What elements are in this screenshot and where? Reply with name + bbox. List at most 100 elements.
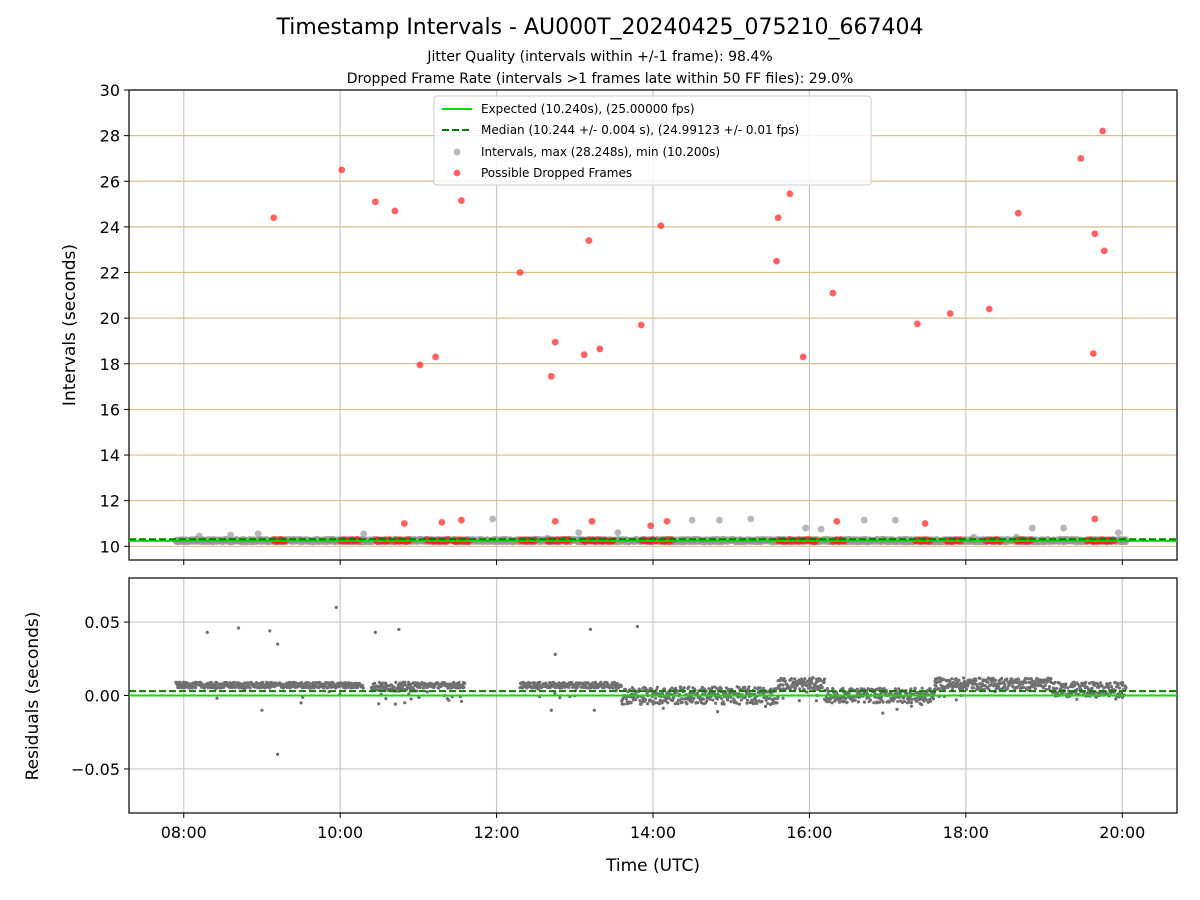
residual-point bbox=[803, 677, 807, 681]
residual-point bbox=[773, 697, 777, 701]
dropped-frame-point bbox=[585, 237, 593, 244]
residual-point bbox=[361, 684, 365, 688]
residual-point bbox=[825, 700, 829, 704]
residual-point bbox=[769, 702, 773, 707]
top-y-tick-label: 30 bbox=[100, 81, 120, 100]
residual-point bbox=[567, 685, 571, 690]
residual-point bbox=[818, 678, 823, 682]
dropped-frame-point bbox=[1091, 515, 1099, 523]
residual-point bbox=[747, 685, 751, 689]
dropped-frame-point bbox=[270, 214, 278, 222]
residual-point bbox=[248, 686, 252, 690]
interval-point bbox=[860, 516, 868, 524]
interval-point bbox=[747, 515, 755, 523]
dropped-frame-point bbox=[799, 353, 807, 361]
dropped-frame-point bbox=[773, 257, 780, 265]
residual-point bbox=[373, 681, 377, 685]
top-y-tick-label: 22 bbox=[100, 264, 120, 283]
residual-point bbox=[634, 697, 638, 702]
chart-title: Timestamp Intervals - AU000T_20240425_07… bbox=[276, 15, 924, 40]
residual-point bbox=[860, 687, 864, 691]
bottom-points bbox=[174, 605, 1128, 756]
residual-point bbox=[383, 687, 387, 691]
dropped-frame-point bbox=[657, 222, 665, 230]
residual-point bbox=[696, 701, 700, 705]
residual-point bbox=[524, 681, 528, 686]
residual-point bbox=[729, 700, 733, 704]
residual-point bbox=[536, 687, 541, 691]
interval-point bbox=[892, 516, 899, 524]
residual-point bbox=[261, 680, 265, 684]
residual-point bbox=[822, 680, 826, 684]
top-y-tick-label: 26 bbox=[100, 172, 120, 191]
residual-point bbox=[743, 696, 747, 700]
residual-point bbox=[177, 686, 181, 690]
residual-point bbox=[638, 699, 642, 703]
residual-point bbox=[403, 701, 407, 705]
dropped-frame-point bbox=[786, 190, 794, 198]
residual-point bbox=[611, 686, 615, 690]
residual-point bbox=[619, 684, 624, 688]
interval-point bbox=[802, 524, 809, 532]
residual-point bbox=[745, 698, 750, 703]
residual-point bbox=[418, 685, 422, 690]
top-y-tick-label: 12 bbox=[100, 492, 120, 511]
residual-point bbox=[705, 699, 709, 703]
residual-point bbox=[752, 702, 756, 706]
residual-point bbox=[763, 704, 768, 709]
interval-point bbox=[360, 530, 368, 538]
residual-point bbox=[815, 680, 819, 684]
residual-point bbox=[630, 686, 635, 690]
residual-point bbox=[887, 700, 891, 704]
dropped-frame-point bbox=[551, 338, 559, 346]
residual-point bbox=[743, 685, 747, 690]
residual-point bbox=[222, 685, 226, 690]
dropped-frame-point bbox=[438, 518, 446, 526]
dropped-frame-point bbox=[913, 320, 921, 328]
residual-point bbox=[791, 682, 795, 686]
dropped-frame-point bbox=[1091, 230, 1099, 238]
dropped-frame-point bbox=[371, 198, 379, 206]
dropped-frame-point bbox=[1100, 247, 1108, 255]
residual-point bbox=[187, 682, 191, 686]
residual-point bbox=[692, 696, 696, 701]
residual-point bbox=[415, 689, 419, 693]
residual-point bbox=[679, 687, 683, 691]
residual-point bbox=[893, 687, 898, 691]
dropped-frame-point bbox=[921, 520, 929, 527]
interval-point bbox=[254, 530, 262, 538]
dropped-frame-point bbox=[637, 321, 645, 329]
dropped-frame-point bbox=[829, 289, 837, 297]
interval-point bbox=[817, 525, 825, 533]
residual-point bbox=[381, 685, 385, 689]
residual-point bbox=[639, 702, 643, 706]
top-points bbox=[172, 127, 1130, 546]
residual-point bbox=[629, 701, 633, 705]
residual-point bbox=[680, 697, 684, 701]
interval-point bbox=[227, 531, 235, 539]
interval-point bbox=[489, 515, 497, 523]
residual-point bbox=[612, 680, 617, 684]
residual-point bbox=[845, 700, 849, 704]
top-y-tick-label: 16 bbox=[100, 400, 120, 419]
residual-point bbox=[769, 687, 773, 691]
top-y-tick-label: 20 bbox=[100, 309, 120, 328]
residual-point bbox=[377, 702, 381, 706]
residual-point bbox=[263, 686, 267, 690]
residual-point bbox=[719, 687, 723, 691]
residual-point bbox=[687, 685, 691, 689]
residual-point bbox=[795, 683, 799, 688]
interval-point bbox=[1060, 524, 1067, 532]
residual-point bbox=[215, 696, 219, 700]
residual-point bbox=[808, 686, 813, 690]
residual-point bbox=[462, 685, 466, 689]
residual-point bbox=[833, 699, 837, 703]
residual-point bbox=[660, 692, 665, 696]
residual-point bbox=[649, 687, 653, 691]
residual-point bbox=[458, 686, 462, 690]
residual-point bbox=[775, 686, 779, 690]
residual-point bbox=[775, 701, 779, 705]
residual-point bbox=[841, 686, 845, 691]
